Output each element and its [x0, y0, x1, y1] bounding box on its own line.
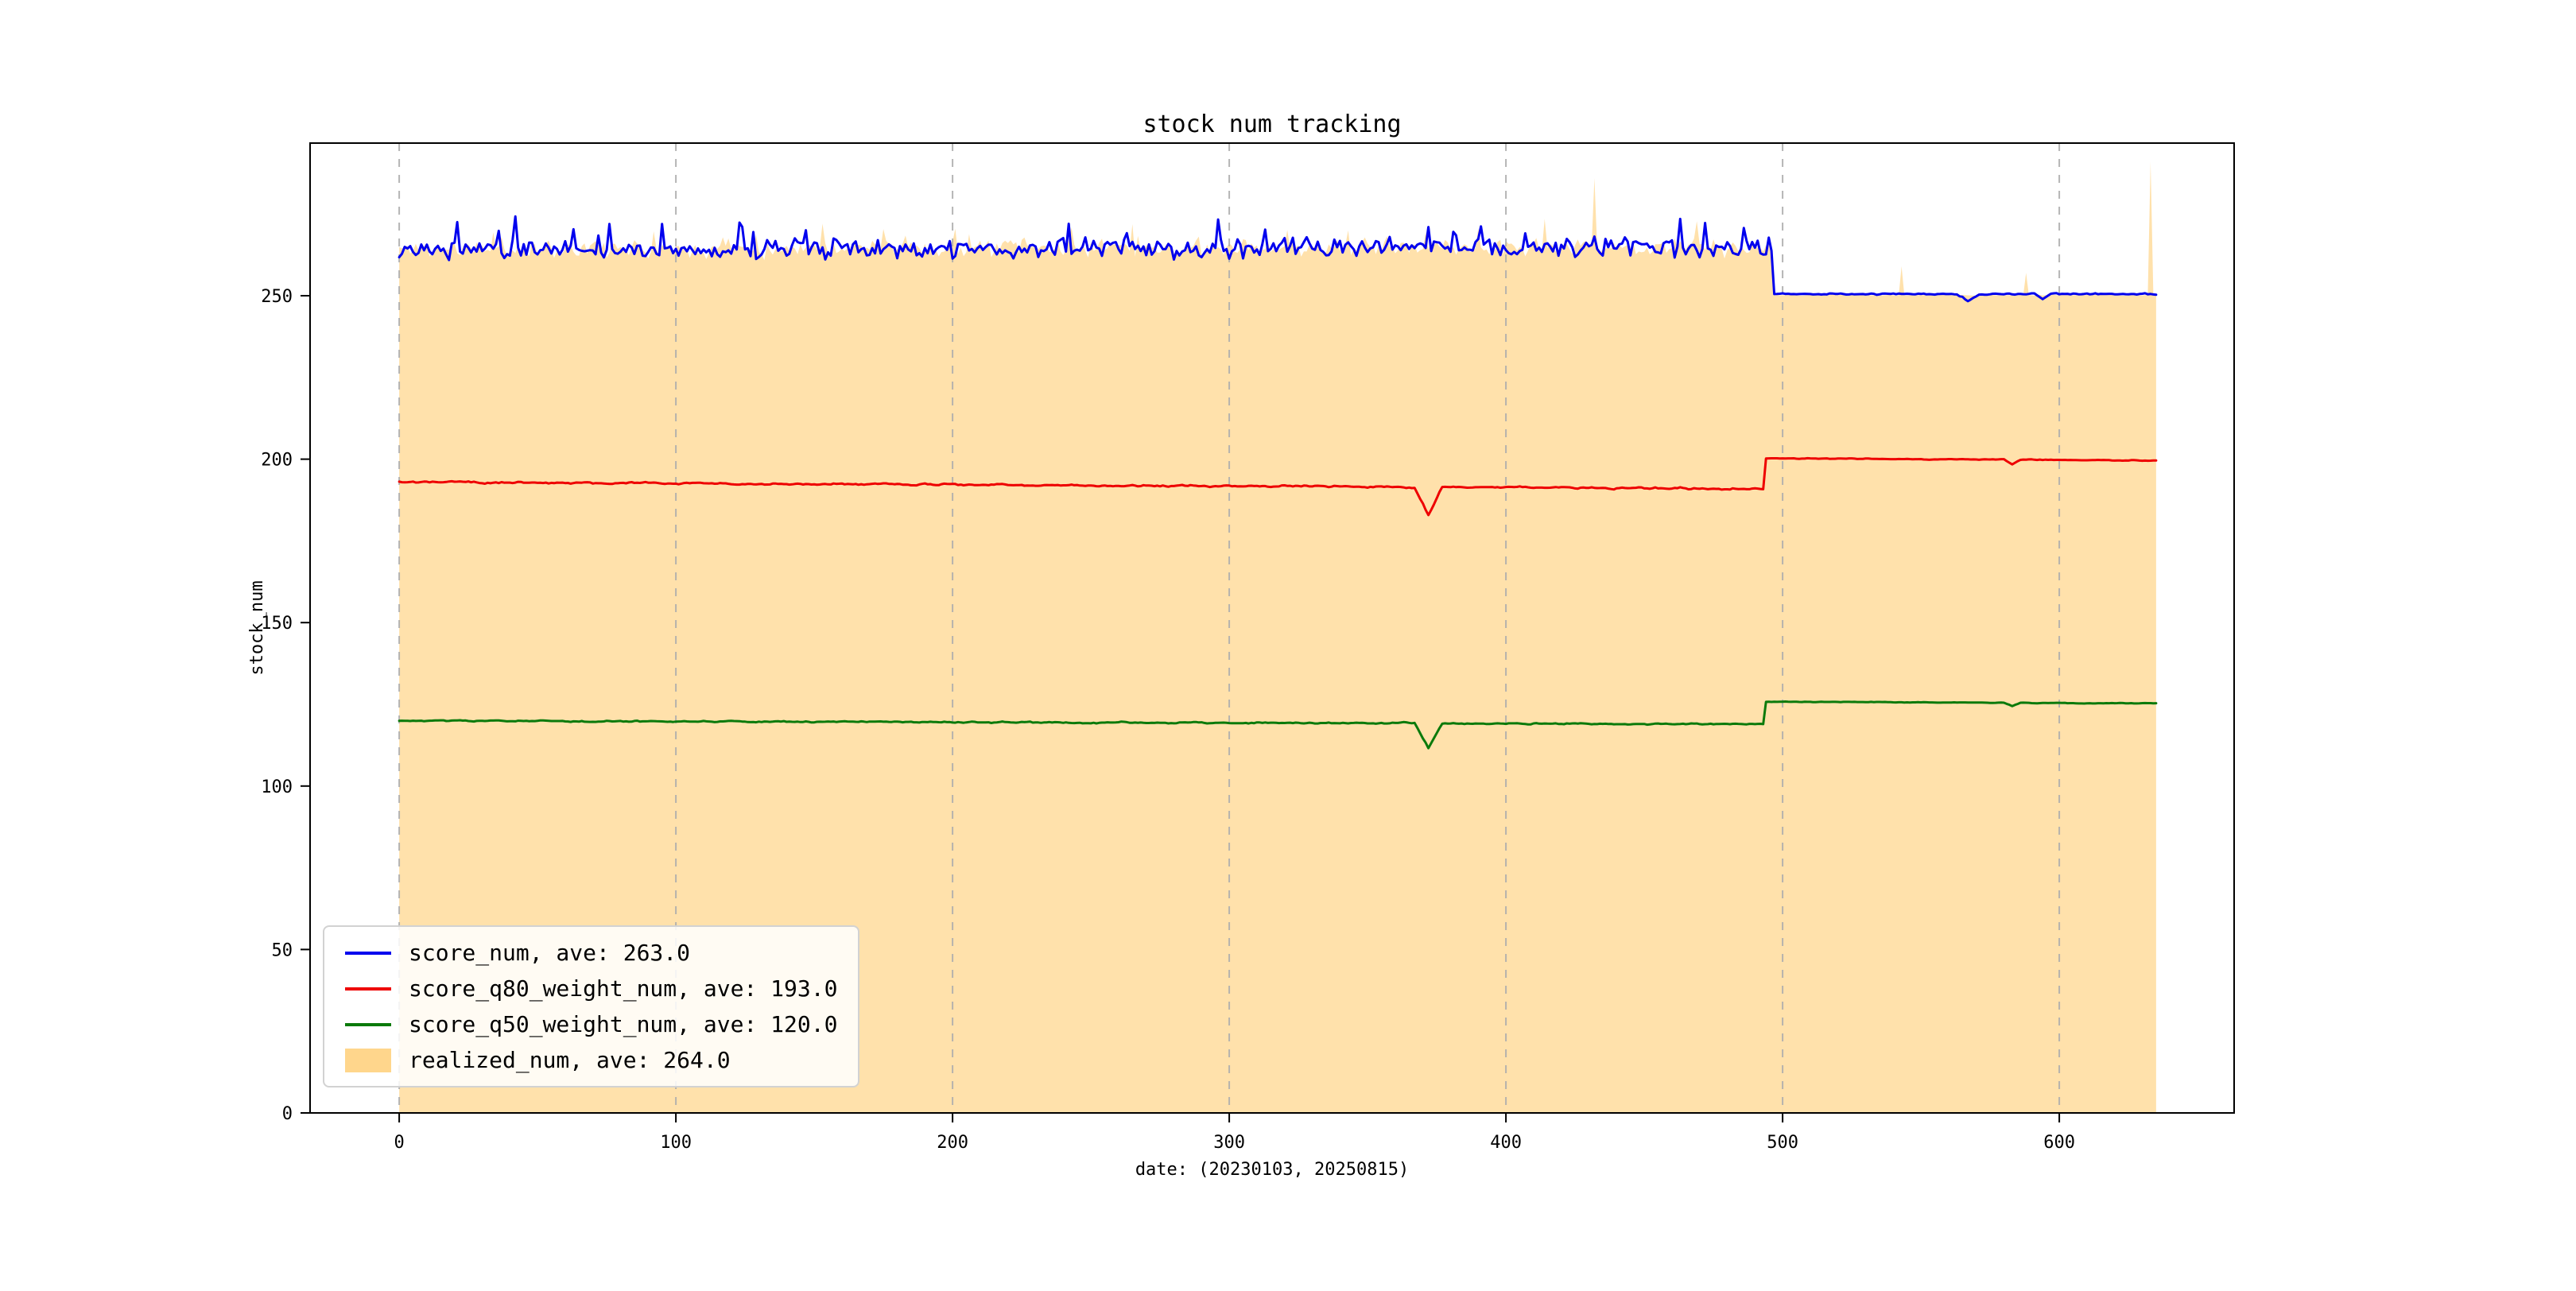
legend-line-swatch-green	[345, 1022, 391, 1026]
y-axis-label: stock_num	[247, 580, 267, 675]
y-tick-label: 150	[261, 614, 293, 634]
axes-frame	[309, 142, 2235, 1114]
legend-item-score-num: score_num, ave: 263.0	[345, 940, 837, 966]
chart-title: stock num tracking	[1143, 110, 1401, 138]
x-tick-label: 400	[1490, 1133, 1522, 1153]
x-tick-label: 500	[1767, 1133, 1798, 1153]
realized-area-layer	[399, 161, 2156, 1113]
x-axis-label: date: (20230103, 20250815)	[1135, 1160, 1409, 1180]
series-lines-layer	[398, 215, 2158, 750]
y-tick-label: 250	[261, 287, 293, 307]
legend: score_num, ave: 263.0 score_q80_weight_n…	[323, 925, 860, 1087]
legend-label: score_q80_weight_num, ave: 193.0	[409, 975, 838, 1002]
x-tick-label: 600	[2043, 1133, 2075, 1153]
ticks-layer: 0 100 200 300 400 500 600 0 50 100 150 200 250	[261, 287, 2075, 1153]
x-tick-label: 0	[394, 1133, 404, 1153]
legend-patch-swatch-orange	[345, 1048, 391, 1072]
series-line-score_q80_weight_num	[398, 456, 2158, 517]
legend-label: score_q50_weight_num, ave: 120.0	[409, 1011, 838, 1037]
y-tick-label: 50	[272, 940, 293, 960]
x-tick-label: 100	[660, 1133, 692, 1153]
y-tick-label: 100	[261, 777, 293, 797]
series-line-score_q50_weight_num	[398, 700, 2158, 750]
x-tick-label: 200	[937, 1133, 968, 1153]
x-tick-label: 300	[1213, 1133, 1245, 1153]
realized-num-area	[399, 161, 2156, 1113]
legend-line-swatch-red	[345, 987, 391, 991]
legend-item-realized-num: realized_num, ave: 264.0	[345, 1047, 837, 1073]
y-tick-label: 0	[282, 1104, 293, 1124]
legend-label: realized_num, ave: 264.0	[409, 1047, 731, 1073]
y-tick-label: 200	[261, 451, 293, 471]
legend-item-score-q50: score_q50_weight_num, ave: 120.0	[345, 1011, 837, 1037]
series-line-score_num	[398, 215, 2158, 303]
gridlines-over-layer	[398, 143, 2061, 1113]
legend-item-score-q80: score_q80_weight_num, ave: 193.0	[345, 975, 837, 1002]
legend-label: score_num, ave: 263.0	[409, 940, 691, 966]
legend-line-swatch-blue	[345, 951, 391, 955]
